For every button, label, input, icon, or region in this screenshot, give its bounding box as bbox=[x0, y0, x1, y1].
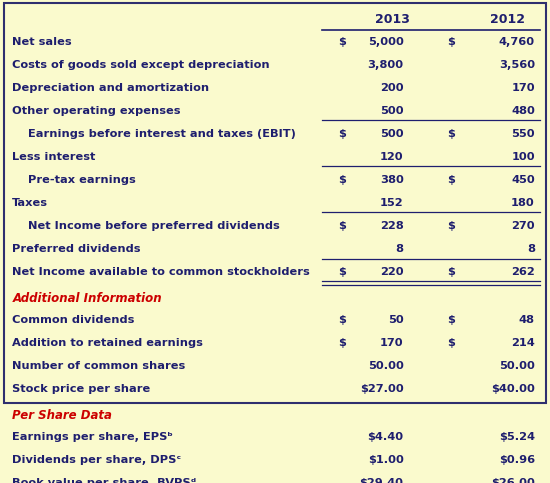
Text: Additional Information: Additional Information bbox=[12, 292, 162, 305]
Text: $: $ bbox=[338, 175, 346, 185]
Text: Preferred dividends: Preferred dividends bbox=[12, 244, 141, 254]
Text: $: $ bbox=[447, 267, 455, 277]
Text: 180: 180 bbox=[511, 198, 535, 208]
Text: 262: 262 bbox=[511, 267, 535, 277]
Text: 550: 550 bbox=[512, 129, 535, 139]
Text: Per Share Data: Per Share Data bbox=[12, 409, 112, 422]
Text: Net Income before preferred dividends: Net Income before preferred dividends bbox=[12, 221, 280, 231]
Text: 100: 100 bbox=[512, 152, 535, 162]
Text: $29.40: $29.40 bbox=[360, 478, 404, 483]
Text: $0.96: $0.96 bbox=[499, 455, 535, 465]
Text: 8: 8 bbox=[395, 244, 404, 254]
Text: 380: 380 bbox=[379, 175, 404, 185]
Text: Net sales: Net sales bbox=[12, 37, 72, 47]
Text: Costs of goods sold except depreciation: Costs of goods sold except depreciation bbox=[12, 60, 270, 70]
Text: 214: 214 bbox=[511, 338, 535, 348]
Text: 270: 270 bbox=[512, 221, 535, 231]
Text: $: $ bbox=[447, 338, 455, 348]
Text: $1.00: $1.00 bbox=[368, 455, 404, 465]
Text: Dividends per share, DPSᶜ: Dividends per share, DPSᶜ bbox=[12, 455, 182, 465]
Text: Pre-tax earnings: Pre-tax earnings bbox=[12, 175, 136, 185]
Text: Net Income available to common stockholders: Net Income available to common stockhold… bbox=[12, 267, 310, 277]
Text: 2013: 2013 bbox=[375, 13, 410, 26]
Text: $40.00: $40.00 bbox=[491, 384, 535, 394]
Text: 3,560: 3,560 bbox=[499, 60, 535, 70]
Text: $: $ bbox=[447, 129, 455, 139]
Text: 170: 170 bbox=[380, 338, 404, 348]
Text: 200: 200 bbox=[380, 83, 404, 93]
Text: 2012: 2012 bbox=[490, 13, 525, 26]
Text: $: $ bbox=[447, 175, 455, 185]
Text: 3,800: 3,800 bbox=[367, 60, 404, 70]
Text: 228: 228 bbox=[380, 221, 404, 231]
Text: 500: 500 bbox=[380, 129, 404, 139]
Text: $: $ bbox=[338, 267, 346, 277]
Text: $: $ bbox=[447, 315, 455, 325]
Text: $: $ bbox=[338, 338, 346, 348]
FancyBboxPatch shape bbox=[4, 3, 546, 403]
Text: $: $ bbox=[338, 129, 346, 139]
Text: $5.24: $5.24 bbox=[499, 432, 535, 442]
Text: Book value per share, BVPSᵈ: Book value per share, BVPSᵈ bbox=[12, 478, 196, 483]
Text: $: $ bbox=[338, 221, 346, 231]
Text: $: $ bbox=[338, 315, 346, 325]
Text: 50.00: 50.00 bbox=[499, 361, 535, 370]
Text: 480: 480 bbox=[511, 106, 535, 116]
Text: Less interest: Less interest bbox=[12, 152, 96, 162]
Text: 220: 220 bbox=[380, 267, 404, 277]
Text: $4.40: $4.40 bbox=[367, 432, 404, 442]
Text: 4,760: 4,760 bbox=[499, 37, 535, 47]
Text: 50.00: 50.00 bbox=[368, 361, 404, 370]
Text: 8: 8 bbox=[527, 244, 535, 254]
Text: $: $ bbox=[447, 221, 455, 231]
Text: $: $ bbox=[338, 37, 346, 47]
Text: Addition to retained earnings: Addition to retained earnings bbox=[12, 338, 203, 348]
Text: Earnings before interest and taxes (EBIT): Earnings before interest and taxes (EBIT… bbox=[12, 129, 296, 139]
Text: 152: 152 bbox=[380, 198, 404, 208]
Text: Taxes: Taxes bbox=[12, 198, 48, 208]
Text: 170: 170 bbox=[512, 83, 535, 93]
Text: 450: 450 bbox=[511, 175, 535, 185]
Text: Depreciation and amortization: Depreciation and amortization bbox=[12, 83, 210, 93]
Text: $: $ bbox=[447, 37, 455, 47]
Text: 48: 48 bbox=[519, 315, 535, 325]
Text: $26.00: $26.00 bbox=[491, 478, 535, 483]
Text: 500: 500 bbox=[380, 106, 404, 116]
Text: 120: 120 bbox=[380, 152, 404, 162]
Text: 50: 50 bbox=[388, 315, 404, 325]
Text: Stock price per share: Stock price per share bbox=[12, 384, 151, 394]
Text: 5,000: 5,000 bbox=[368, 37, 404, 47]
Text: Number of common shares: Number of common shares bbox=[12, 361, 185, 370]
Text: $27.00: $27.00 bbox=[360, 384, 404, 394]
Text: Other operating expenses: Other operating expenses bbox=[12, 106, 181, 116]
Text: Common dividends: Common dividends bbox=[12, 315, 135, 325]
Text: Earnings per share, EPSᵇ: Earnings per share, EPSᵇ bbox=[12, 432, 173, 442]
